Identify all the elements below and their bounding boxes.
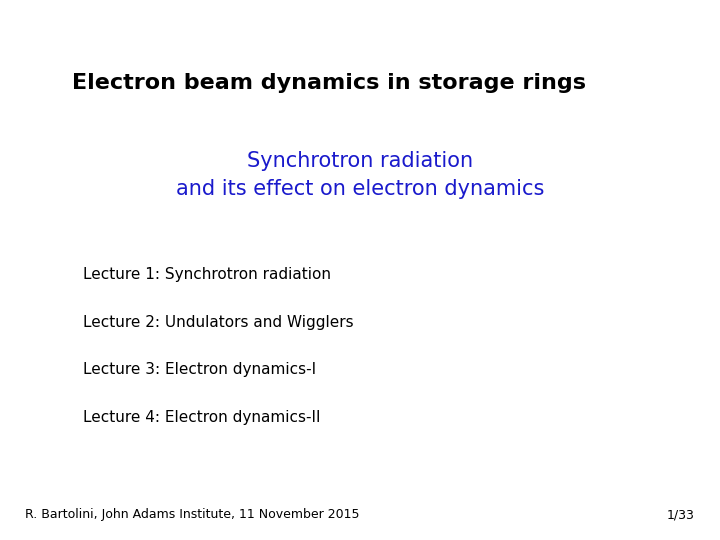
Text: Lecture 4: Electron dynamics-II: Lecture 4: Electron dynamics-II [83,410,320,425]
Text: R. Bartolini, John Adams Institute, 11 November 2015: R. Bartolini, John Adams Institute, 11 N… [25,508,360,521]
Text: 1/33: 1/33 [667,508,695,521]
Text: Lecture 3: Electron dynamics-I: Lecture 3: Electron dynamics-I [83,362,316,377]
Text: Electron beam dynamics in storage rings: Electron beam dynamics in storage rings [72,73,586,93]
Text: Lecture 2: Undulators and Wigglers: Lecture 2: Undulators and Wigglers [83,315,354,330]
Text: Synchrotron radiation
and its effect on electron dynamics: Synchrotron radiation and its effect on … [176,151,544,199]
Text: Lecture 1: Synchrotron radiation: Lecture 1: Synchrotron radiation [83,267,330,282]
